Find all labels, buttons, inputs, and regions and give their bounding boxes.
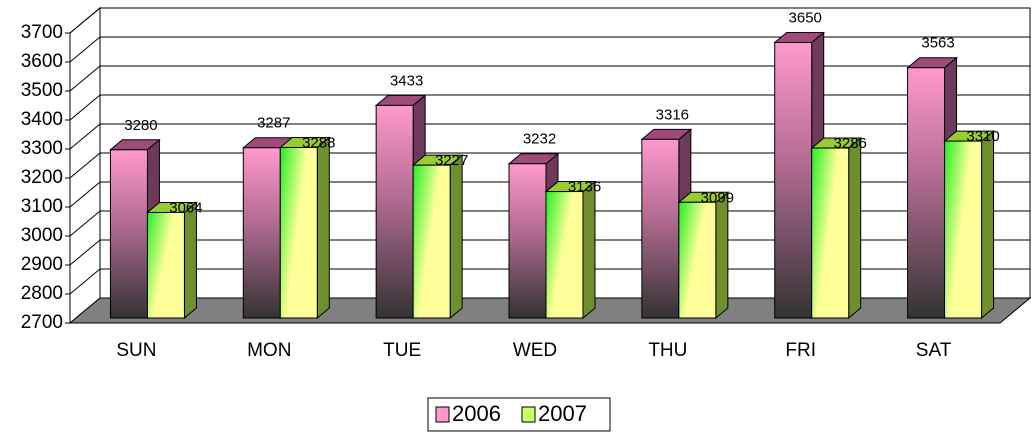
bar — [146, 201, 198, 320]
bar-front — [907, 67, 946, 319]
bar-front — [375, 104, 414, 319]
bar-front — [146, 211, 185, 319]
bar-front — [641, 138, 680, 319]
value-label: 3287 — [257, 115, 290, 132]
y-tick-label: 3100 — [21, 196, 63, 217]
bar — [411, 154, 464, 320]
bar-front — [412, 164, 451, 319]
grid-line — [69, 181, 1030, 208]
legend-box — [427, 397, 611, 432]
y-tick-label: 3500 — [21, 80, 63, 101]
bar-front — [678, 201, 717, 319]
x-tick-label: THU — [648, 340, 687, 361]
value-label: 3136 — [568, 179, 601, 196]
value-label: 3280 — [124, 117, 157, 134]
y-tick-label: 2900 — [21, 254, 63, 275]
bar-side — [715, 191, 729, 320]
bar-front — [508, 163, 547, 319]
x-tick-label: SAT — [916, 340, 952, 361]
value-label: 3288 — [302, 134, 335, 151]
y-tick-label: 3400 — [21, 109, 63, 130]
value-label: 3099 — [701, 189, 734, 206]
bar-front — [109, 149, 148, 319]
value-label: 3433 — [390, 72, 423, 89]
y-tick-label: 2700 — [21, 312, 63, 333]
bar — [507, 152, 560, 320]
bar-front — [279, 146, 318, 319]
legend-label: 2006 — [452, 401, 501, 426]
value-label: 3227 — [435, 152, 468, 169]
bar-side — [316, 136, 330, 320]
x-tick-label: TUE — [383, 340, 421, 361]
y-tick-label: 3300 — [21, 138, 63, 159]
x-tick-label: WED — [513, 340, 557, 361]
x-tick-label: SUN — [116, 340, 156, 361]
value-label: 3286 — [834, 135, 867, 152]
y-tick-label: 3700 — [21, 22, 63, 43]
bar — [810, 136, 863, 320]
bar — [278, 136, 331, 320]
value-label: 3310 — [966, 128, 999, 145]
x-tick-label: FRI — [785, 340, 816, 361]
bar-side — [449, 154, 463, 320]
bar — [943, 130, 995, 320]
value-label: 3064 — [169, 199, 202, 216]
bar-side — [183, 201, 197, 320]
bar — [544, 180, 597, 320]
bar-front — [944, 140, 983, 319]
x-tick-label: MON — [247, 340, 291, 361]
bar-front — [774, 42, 813, 319]
y-tick-label: 3600 — [21, 51, 63, 72]
y-tick-label: 2800 — [21, 283, 63, 304]
bar — [677, 191, 730, 320]
grid-line — [69, 65, 1030, 92]
bar-side — [981, 130, 995, 320]
grid-line — [69, 94, 1030, 121]
bar-side — [582, 180, 596, 320]
bar-front — [242, 147, 281, 319]
legend-swatch — [521, 406, 536, 423]
bar-front — [811, 147, 850, 319]
value-label: 3232 — [523, 131, 556, 148]
y-tick-label: 3200 — [21, 167, 63, 188]
grid-line — [69, 152, 1030, 179]
bar — [640, 128, 693, 320]
grid-line — [69, 36, 1030, 63]
value-label: 3563 — [921, 35, 954, 52]
legend-swatch — [435, 406, 450, 423]
grid-line — [69, 7, 1030, 34]
legend-label: 2007 — [538, 401, 587, 426]
bar-front — [545, 191, 584, 319]
y-tick-label: 3000 — [21, 225, 63, 246]
grid-line — [69, 123, 1030, 150]
value-label: 3316 — [656, 106, 689, 123]
value-label: 3650 — [789, 9, 822, 26]
bar-side — [848, 136, 862, 320]
